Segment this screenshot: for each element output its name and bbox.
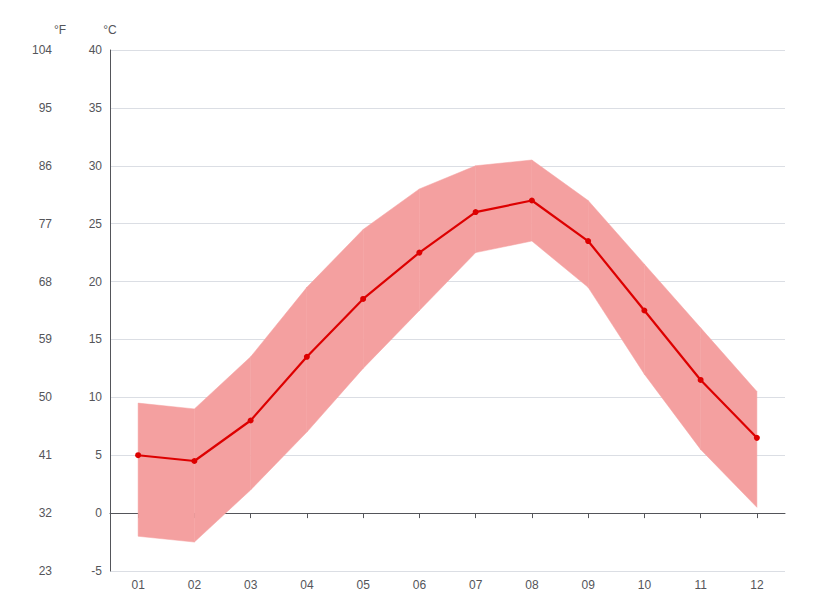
svg-text:5: 5 (95, 448, 102, 462)
svg-text:104: 104 (32, 43, 52, 57)
svg-text:04: 04 (300, 578, 314, 592)
svg-text:08: 08 (525, 578, 539, 592)
svg-text:23: 23 (39, 564, 53, 578)
svg-text:02: 02 (188, 578, 202, 592)
svg-text:15: 15 (89, 332, 103, 346)
svg-text:86: 86 (39, 159, 53, 173)
svg-text:40: 40 (89, 43, 103, 57)
svg-text:-5: -5 (91, 564, 102, 578)
svg-text:59: 59 (39, 332, 53, 346)
svg-text:77: 77 (39, 217, 53, 231)
svg-text:20: 20 (89, 275, 103, 289)
svg-text:32: 32 (39, 506, 53, 520)
svg-text:05: 05 (356, 578, 370, 592)
svg-text:50: 50 (39, 390, 53, 404)
svg-text:0: 0 (95, 506, 102, 520)
svg-text:07: 07 (469, 578, 483, 592)
svg-text:06: 06 (413, 578, 427, 592)
svg-text:10: 10 (638, 578, 652, 592)
svg-text:12: 12 (750, 578, 764, 592)
svg-text:10: 10 (89, 390, 103, 404)
svg-text:30: 30 (89, 159, 103, 173)
svg-text:41: 41 (39, 448, 53, 462)
svg-text:03: 03 (244, 578, 258, 592)
svg-text:09: 09 (581, 578, 595, 592)
svg-text:25: 25 (89, 217, 103, 231)
svg-text:01: 01 (131, 578, 145, 592)
svg-text:68: 68 (39, 275, 53, 289)
svg-text:°C: °C (103, 23, 117, 37)
svg-text:95: 95 (39, 101, 53, 115)
svg-text:35: 35 (89, 101, 103, 115)
svg-text:11: 11 (694, 578, 707, 592)
svg-text:°F: °F (54, 23, 66, 37)
